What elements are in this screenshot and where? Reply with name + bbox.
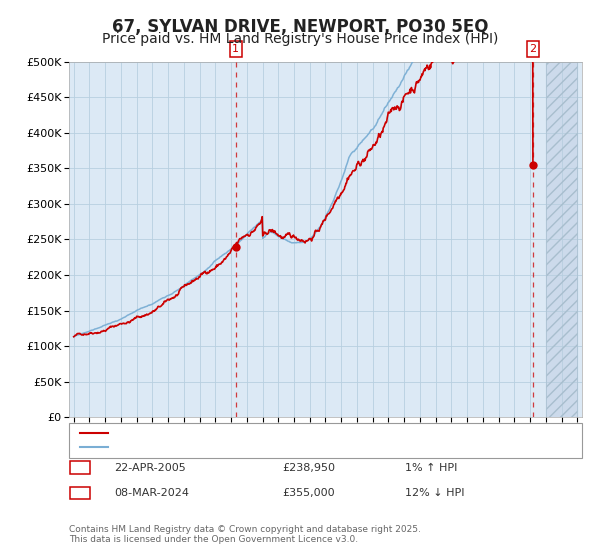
- Text: 2: 2: [77, 488, 83, 498]
- Text: 1% ↑ HPI: 1% ↑ HPI: [405, 463, 457, 473]
- Text: 12% ↓ HPI: 12% ↓ HPI: [405, 488, 464, 498]
- Text: 08-MAR-2024: 08-MAR-2024: [114, 488, 189, 498]
- Text: 67, SYLVAN DRIVE, NEWPORT, PO30 5EQ (detached house): 67, SYLVAN DRIVE, NEWPORT, PO30 5EQ (det…: [114, 428, 420, 438]
- Text: 67, SYLVAN DRIVE, NEWPORT, PO30 5EQ: 67, SYLVAN DRIVE, NEWPORT, PO30 5EQ: [112, 18, 488, 36]
- Text: £355,000: £355,000: [282, 488, 335, 498]
- Text: 1: 1: [232, 44, 239, 54]
- Text: Contains HM Land Registry data © Crown copyright and database right 2025.
This d: Contains HM Land Registry data © Crown c…: [69, 525, 421, 544]
- Text: £238,950: £238,950: [282, 463, 335, 473]
- Text: 2: 2: [529, 44, 536, 54]
- Bar: [546, 62, 577, 417]
- Text: 1: 1: [77, 463, 83, 473]
- Bar: [546, 62, 577, 417]
- Text: HPI: Average price, detached house, Isle of Wight: HPI: Average price, detached house, Isle…: [114, 442, 372, 452]
- Text: Price paid vs. HM Land Registry's House Price Index (HPI): Price paid vs. HM Land Registry's House …: [102, 32, 498, 46]
- Text: 22-APR-2005: 22-APR-2005: [114, 463, 186, 473]
